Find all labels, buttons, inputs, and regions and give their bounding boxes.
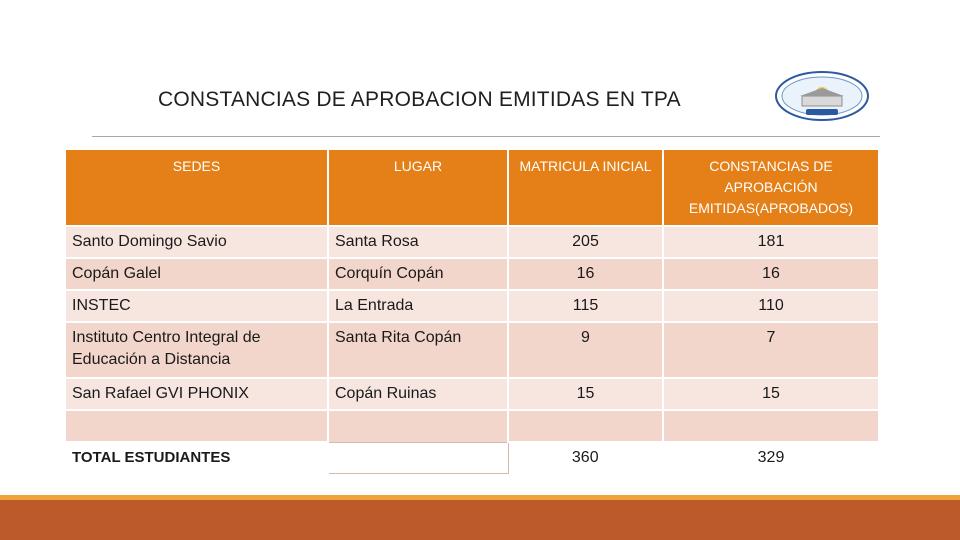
table-row: Santo Domingo Savio Santa Rosa 205 181 (66, 225, 878, 258)
cell-matricula: 115 (508, 289, 664, 322)
cell-constancias: 7 (663, 321, 878, 378)
total-matricula: 360 (508, 441, 664, 473)
cell-lugar: Copán Ruinas (328, 377, 509, 410)
table-row-empty (66, 409, 878, 442)
cell-sede: Copán Galel (66, 257, 329, 290)
cell-lugar: La Entrada (328, 289, 509, 322)
footer-bar (0, 500, 960, 540)
table-row: San Rafael GVI PHONIX Copán Ruinas 15 15 (66, 377, 878, 410)
cell-matricula: 9 (508, 321, 664, 378)
footer-accent-bar (0, 495, 960, 500)
table-row: INSTEC La Entrada 115 110 (66, 289, 878, 322)
header-lugar: LUGAR (328, 150, 509, 226)
cell-matricula: 205 (508, 225, 664, 258)
cell-constancias: 16 (663, 257, 878, 290)
title-divider (92, 136, 880, 137)
cell-constancias: 15 (663, 377, 878, 410)
cell-sede: Instituto Centro Integral de Educación a… (66, 321, 329, 378)
cell-matricula: 16 (508, 257, 664, 290)
table-header-row: SEDES LUGAR MATRICULA INICIAL CONSTANCIA… (66, 150, 878, 226)
total-label: TOTAL ESTUDIANTES (66, 441, 329, 473)
header-matricula: MATRICULA INICIAL (508, 150, 664, 226)
total-lugar (327, 441, 509, 474)
header-sedes: SEDES (66, 150, 329, 226)
table-row: Instituto Centro Integral de Educación a… (66, 321, 878, 378)
table-total-row: TOTAL ESTUDIANTES 360 329 (66, 441, 878, 474)
cell-lugar: Santa Rita Copán (328, 321, 509, 378)
table-row: Copán Galel Corquín Copán 16 16 (66, 257, 878, 290)
institution-seal-icon (775, 71, 869, 121)
cell-constancias: 110 (663, 289, 878, 322)
slide-title: CONSTANCIAS DE APROBACION EMITIDAS EN TP… (158, 88, 681, 111)
total-constancias: 329 (663, 441, 878, 473)
cell-lugar: Santa Rosa (328, 225, 509, 258)
cell-sede: San Rafael GVI PHONIX (66, 377, 329, 410)
cell-matricula: 15 (508, 377, 664, 410)
cell-sede: Santo Domingo Savio (66, 225, 329, 258)
cell-lugar: Corquín Copán (328, 257, 509, 290)
cell-constancias: 181 (663, 225, 878, 258)
header-constancias: CONSTANCIAS DE APROBACIÓN EMITIDAS(APROB… (663, 150, 878, 226)
constancias-table: SEDES LUGAR MATRICULA INICIAL CONSTANCIA… (66, 150, 878, 474)
cell-sede: INSTEC (66, 289, 329, 322)
